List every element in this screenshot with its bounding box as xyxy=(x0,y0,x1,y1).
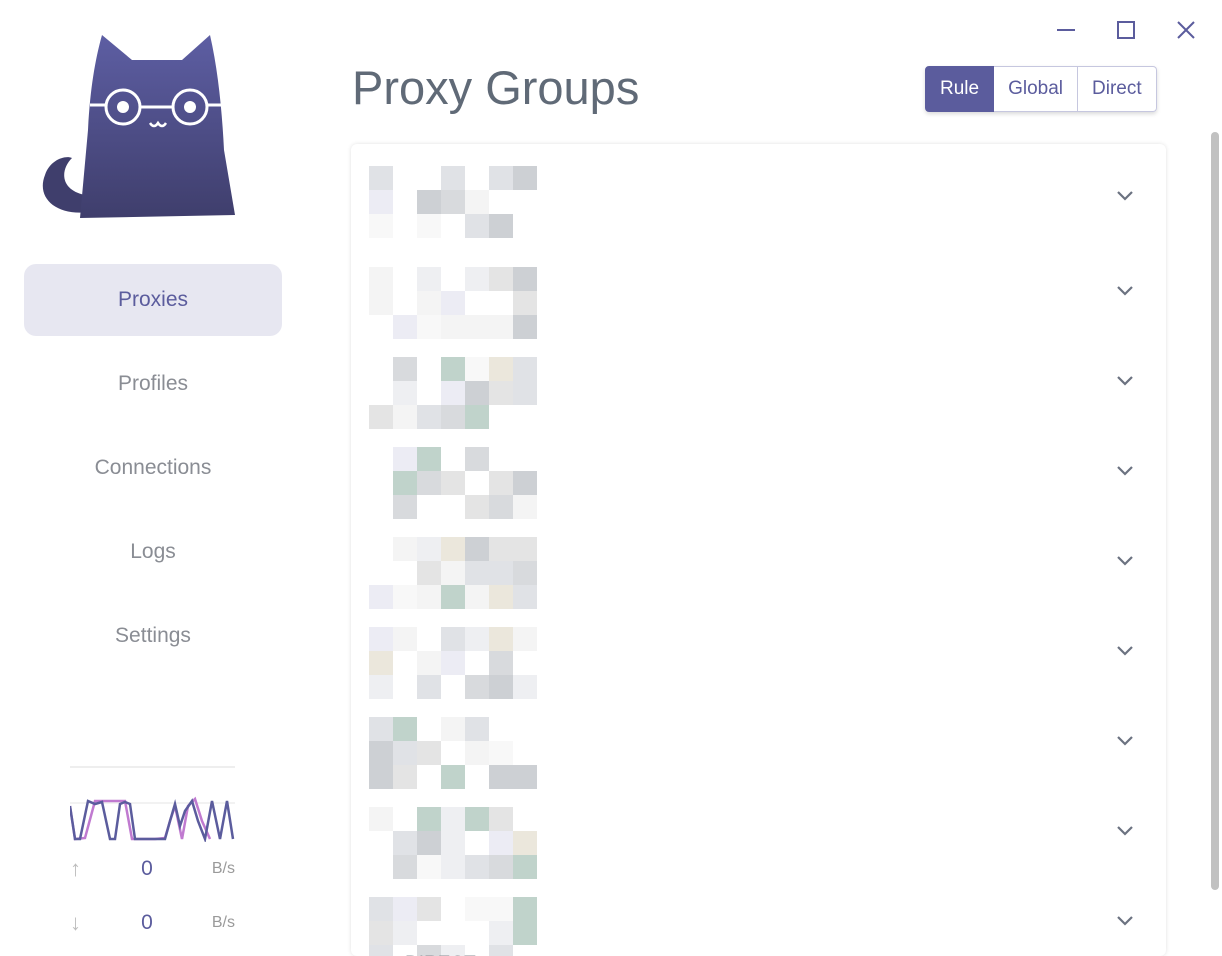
chevron-down-icon[interactable] xyxy=(1114,459,1136,481)
mode-direct-button[interactable]: Direct xyxy=(1078,66,1157,112)
minimize-button[interactable] xyxy=(1048,14,1084,46)
upload-unit: B/s xyxy=(211,860,235,877)
proxy-group-list: DIRECT xyxy=(351,144,1166,956)
chevron-down-icon[interactable] xyxy=(1114,639,1136,661)
chevron-down-icon[interactable] xyxy=(1114,279,1136,301)
sidebar-item-proxies[interactable]: Proxies xyxy=(24,264,282,336)
mode-global-button[interactable]: Global xyxy=(994,66,1078,112)
proxy-group-item[interactable] xyxy=(351,425,1166,519)
sidebar-item-settings[interactable]: Settings xyxy=(115,624,191,647)
cat-logo xyxy=(42,35,235,218)
minimize-icon xyxy=(1057,29,1075,31)
close-button[interactable] xyxy=(1168,14,1204,46)
upload-value: 0 xyxy=(141,857,153,880)
window-controls xyxy=(1048,14,1204,46)
chevron-down-icon[interactable] xyxy=(1114,729,1136,751)
scrollbar[interactable] xyxy=(1211,132,1219,890)
selected-proxy: DIRECT xyxy=(375,953,476,956)
arrow-down-icon: ↓ xyxy=(70,910,81,935)
chevron-down-icon[interactable] xyxy=(1114,909,1136,931)
proxy-group-item[interactable] xyxy=(351,785,1166,879)
arrow-up-icon: ↑ xyxy=(70,856,81,881)
proxy-group-item[interactable] xyxy=(351,245,1166,339)
chevron-down-icon[interactable] xyxy=(1114,369,1136,391)
proxy-group-item[interactable]: DIRECT xyxy=(351,875,1166,956)
proxy-group-item[interactable] xyxy=(351,335,1166,429)
chevron-down-icon[interactable] xyxy=(1114,184,1136,206)
sidebar: Proxies Profiles Connections Logs Settings ↑… xyxy=(0,0,306,956)
maximize-button[interactable] xyxy=(1108,14,1144,46)
close-icon xyxy=(1177,21,1195,39)
sidebar-nav: Proxies Profiles Connections Logs Settings xyxy=(24,264,282,684)
download-unit: B/s xyxy=(211,914,235,931)
mode-rule-button[interactable]: Rule xyxy=(925,66,995,112)
sidebar-item-profiles[interactable]: Profiles xyxy=(117,372,189,395)
download-value: 0 xyxy=(141,911,153,934)
sidebar-item-connections[interactable]: Connections xyxy=(94,456,212,479)
chevron-down-icon[interactable] xyxy=(1114,549,1136,571)
download-line xyxy=(70,798,235,842)
mode-switch: Rule Global Direct xyxy=(925,66,1157,112)
traffic-graph xyxy=(70,766,235,842)
proxy-group-item[interactable] xyxy=(351,144,1166,245)
chevron-down-icon[interactable] xyxy=(1114,819,1136,841)
proxy-group-item[interactable] xyxy=(351,605,1166,699)
selected-proxy-label: DIRECT xyxy=(405,953,476,956)
traffic-panel: ↑ 0 B/s ↓ 0 B/s xyxy=(70,766,235,950)
maximize-icon xyxy=(1117,21,1135,39)
upload-speed: ↑ 0 B/s xyxy=(70,842,235,896)
proxy-group-item[interactable] xyxy=(351,515,1166,609)
proxy-group-item[interactable] xyxy=(351,695,1166,789)
sidebar-item-logs[interactable]: Logs xyxy=(130,540,176,563)
download-speed: ↓ 0 B/s xyxy=(70,896,235,950)
page-title: Proxy Groups xyxy=(352,61,640,114)
